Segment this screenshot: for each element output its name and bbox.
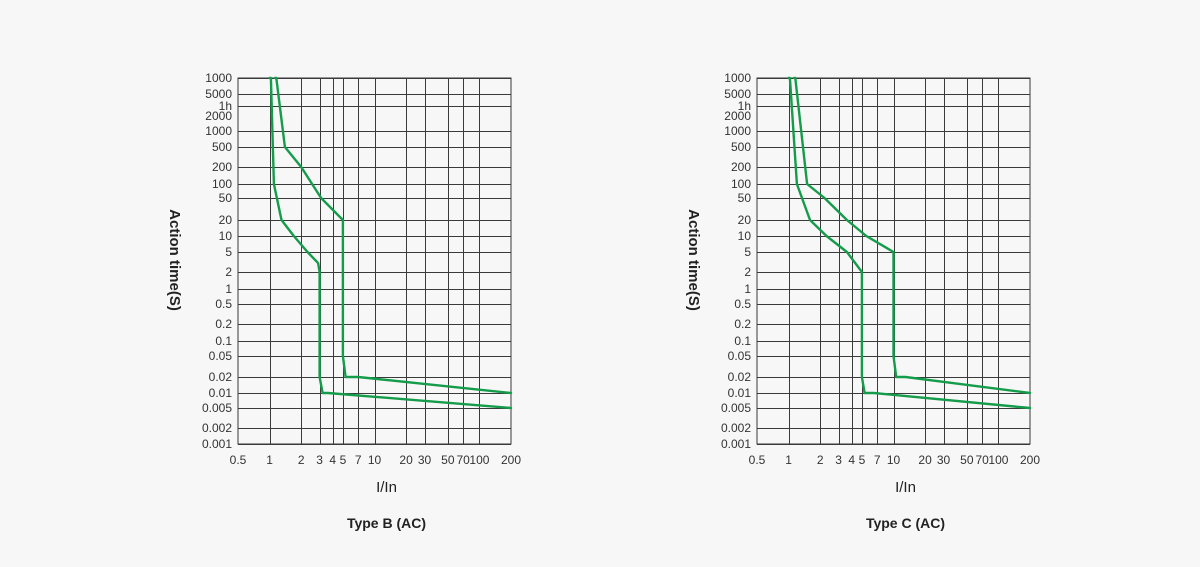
y-tick-label: 0.02 — [728, 370, 752, 384]
series-line-1 — [268, 76, 513, 410]
x-tick-label: 1 — [266, 453, 273, 467]
x-axis-title: I/In — [376, 479, 397, 496]
x-tick-label: 50 — [441, 453, 455, 467]
x-tick-label: 70 — [975, 453, 989, 467]
y-tick-label: 20 — [738, 213, 752, 227]
y-tick-label: 0.005 — [721, 401, 751, 415]
x-tick-label: 100 — [469, 453, 489, 467]
y-tick-label: 2 — [225, 265, 232, 279]
y-tick-label: 50 — [738, 191, 752, 205]
y-tick-label: 2000 — [205, 109, 232, 123]
y-tick-label: 0.05 — [209, 349, 233, 363]
x-tick-label: 5 — [340, 453, 347, 467]
y-tick-label: 0.2 — [215, 317, 232, 331]
y-tick-label: 1h — [219, 99, 232, 113]
y-tick-label: 5000 — [205, 87, 232, 101]
x-tick-label: 7 — [874, 453, 881, 467]
y-tick-label: 1h — [738, 99, 751, 113]
y-tick-label: 50 — [219, 191, 233, 205]
y-tick-label: 20 — [219, 213, 233, 227]
x-tick-label: 100 — [988, 453, 1008, 467]
y-tick-label: 100 — [731, 177, 751, 191]
y-tick-label: 0.001 — [202, 437, 232, 451]
y-tick-label: 200 — [731, 160, 751, 174]
x-tick-label: 10 — [368, 453, 382, 467]
x-tick-label: 4 — [848, 453, 855, 467]
x-tick-label: 200 — [1020, 453, 1040, 467]
y-tick-label: 1000 — [205, 124, 232, 138]
y-tick-label: 0.5 — [215, 297, 232, 311]
y-tick-label: 0.1 — [215, 334, 232, 348]
y-tick-label: 5 — [225, 245, 232, 259]
y-tick-label: 0.002 — [721, 421, 751, 435]
x-tick-label: 20 — [399, 453, 413, 467]
y-tick-label: 0.05 — [728, 349, 752, 363]
y-tick-label: 0.2 — [734, 317, 751, 331]
y-tick-label: 200 — [212, 160, 232, 174]
y-tick-label: 0.01 — [728, 386, 752, 400]
y-tick-label: 2 — [744, 265, 751, 279]
x-tick-label: 200 — [501, 453, 521, 467]
x-tick-label: 0.5 — [230, 453, 247, 467]
x-tick-label: 5 — [859, 453, 866, 467]
x-tick-label: 7 — [355, 453, 362, 467]
x-tick-label: 3 — [835, 453, 842, 467]
y-axis-title: Action time(S) — [166, 209, 183, 311]
series-line-1 — [787, 76, 1032, 410]
y-tick-label: 0.1 — [734, 334, 751, 348]
y-tick-label: 5 — [744, 245, 751, 259]
y-tick-label: 0.02 — [209, 370, 233, 384]
chart-panel-type-c: 100050001h200010005002001005020105210.50… — [685, 71, 1040, 531]
y-tick-label: 10 — [738, 229, 752, 243]
y-tick-label: 100 — [212, 177, 232, 191]
y-tick-label: 5000 — [724, 87, 751, 101]
y-tick-label: 1000 — [724, 71, 751, 85]
chart-title: Type B (AC) — [347, 515, 426, 531]
x-tick-label: 50 — [960, 453, 974, 467]
y-tick-label: 500 — [212, 140, 232, 154]
y-tick-label: 1000 — [205, 71, 232, 85]
x-tick-label: 70 — [456, 453, 470, 467]
x-tick-label: 20 — [918, 453, 932, 467]
y-tick-label: 2000 — [724, 109, 751, 123]
y-tick-label: 0.01 — [209, 386, 233, 400]
x-tick-label: 4 — [329, 453, 336, 467]
chart-panel-type-b: 100050001h200010005002001005020105210.50… — [166, 71, 521, 531]
x-tick-label: 2 — [817, 453, 824, 467]
x-tick-label: 2 — [298, 453, 305, 467]
x-tick-label: 30 — [937, 453, 951, 467]
x-tick-label: 1 — [785, 453, 792, 467]
y-tick-label: 1 — [744, 282, 751, 296]
x-tick-label: 30 — [418, 453, 432, 467]
series-line-2 — [793, 76, 1032, 395]
y-tick-label: 500 — [731, 140, 751, 154]
y-tick-label: 0.005 — [202, 401, 232, 415]
y-tick-label: 1 — [225, 282, 232, 296]
y-tick-label: 0.002 — [202, 421, 232, 435]
x-tick-label: 10 — [887, 453, 901, 467]
x-tick-label: 0.5 — [749, 453, 766, 467]
y-axis-title: Action time(S) — [685, 209, 702, 311]
chart-title: Type C (AC) — [866, 515, 945, 531]
y-tick-label: 1000 — [724, 124, 751, 138]
x-tick-label: 3 — [316, 453, 323, 467]
y-tick-label: 10 — [219, 229, 233, 243]
y-tick-label: 0.5 — [734, 297, 751, 311]
series-line-2 — [274, 76, 513, 395]
y-tick-label: 0.001 — [721, 437, 751, 451]
x-axis-title: I/In — [895, 479, 916, 496]
